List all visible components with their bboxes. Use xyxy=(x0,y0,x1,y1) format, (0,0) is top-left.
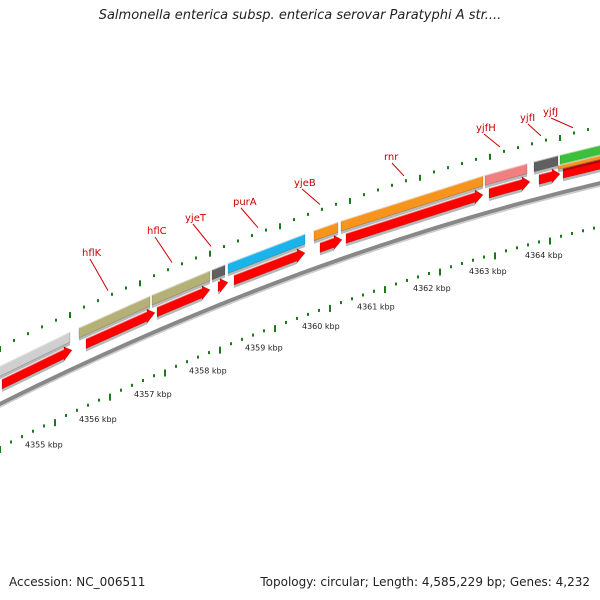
topology-label: Topology: circular; Length: 4,585,229 bp… xyxy=(260,575,590,589)
scale-label: 4364 kbp xyxy=(525,251,563,260)
gene-rnr-highlight xyxy=(340,175,484,222)
feature-arrow-shadow xyxy=(218,290,220,295)
gene-label-hflK: hflK xyxy=(82,248,102,259)
backbone-shadow xyxy=(0,185,600,408)
gene-strip-highlight xyxy=(557,154,600,167)
scale-label: 4357 kbp xyxy=(134,390,172,399)
feature-arrow xyxy=(562,158,600,179)
feature-arrow-highlight xyxy=(538,170,553,176)
scale-label: 4362 kbp xyxy=(413,284,451,293)
feature-arrow-shadow xyxy=(320,247,334,256)
leader-line-yjfH xyxy=(483,133,501,148)
gene-yjfH-highlight xyxy=(484,162,528,176)
leader-line-yjeT xyxy=(192,223,212,247)
gene-yjeB-highlight xyxy=(313,221,339,232)
feature-arrow-shadow xyxy=(489,188,522,202)
gene-yjfH-shadow xyxy=(485,173,527,189)
feature-arrow-shadow xyxy=(157,297,202,320)
feature-arrow xyxy=(85,308,156,350)
feature-arrow-highlight xyxy=(156,287,203,308)
scale-label: 4355 kbp xyxy=(25,441,63,450)
leader-line-hflC xyxy=(154,236,173,263)
leader-line-yjeB xyxy=(301,188,321,205)
gene-label-hflC: hflC xyxy=(147,226,167,237)
gene-strip-shadow xyxy=(558,159,600,173)
gene-yjfI-highlight xyxy=(533,154,559,163)
gene-yjfI-shadow xyxy=(534,165,558,175)
feature-arrow-highlight xyxy=(345,191,476,235)
gene-label-purA: purA xyxy=(233,197,257,208)
feature-arrow-highlight xyxy=(217,279,221,283)
feature-arrow xyxy=(233,248,306,286)
scale-label: 4356 kbp xyxy=(79,415,117,424)
feature-arrow xyxy=(538,168,561,185)
leader-line-rnr xyxy=(391,162,405,177)
scale-label: 4360 kbp xyxy=(302,322,340,331)
gene-label-yjeT: yjeT xyxy=(185,213,207,224)
scale-label: 4363 kbp xyxy=(469,267,507,276)
feature-arrow-highlight xyxy=(1,348,65,380)
feature-arrow-highlight xyxy=(488,178,523,189)
leader-line-hflK xyxy=(89,258,109,291)
feature-arrow-shadow xyxy=(346,202,475,247)
gene-unlabeled-highlight xyxy=(0,331,71,367)
leader-line-purA xyxy=(240,207,259,228)
gene-hflK-highlight xyxy=(78,295,151,329)
gene-label-yjeB: yjeB xyxy=(294,178,316,189)
gene-purA-highlight xyxy=(227,233,306,265)
gene-unlabeled-shadow xyxy=(0,342,70,380)
gene-label-yjfI: yjfI xyxy=(520,113,535,124)
scale-label: 4358 kbp xyxy=(189,366,227,375)
feature-arrow-shadow xyxy=(86,321,147,352)
gene-hflK-shadow xyxy=(79,305,150,341)
backbone-line xyxy=(0,181,600,407)
feature-arrow-highlight xyxy=(233,250,298,276)
scale-label: 4361 kbp xyxy=(357,303,395,312)
gene-label-yjfH: yjfH xyxy=(476,123,496,134)
gene-hflC-highlight xyxy=(151,270,211,296)
feature-arrow-highlight xyxy=(319,236,335,244)
feature-arrow xyxy=(345,189,484,244)
feature-arrow-shadow xyxy=(539,181,552,188)
feature-arrow xyxy=(217,278,229,294)
gene-yjeT-highlight xyxy=(211,263,226,271)
leader-line-yjfI xyxy=(527,123,542,137)
feature-arrow xyxy=(488,176,531,199)
leader-line-yjfJ xyxy=(550,117,574,129)
gene-purA-shadow xyxy=(228,243,305,277)
feature-arrow-shadow xyxy=(234,260,297,289)
accession-label: Accession: NC_006511 xyxy=(9,575,146,589)
feature-arrow xyxy=(1,346,73,390)
feature-arrow xyxy=(319,235,343,253)
feature-arrow-shadow xyxy=(563,169,600,182)
map-title: Salmonella enterica subsp. enterica sero… xyxy=(98,8,502,23)
scale-label: 4359 kbp xyxy=(245,344,283,353)
feature-arrow-highlight xyxy=(85,310,148,340)
gene-hflC-shadow xyxy=(152,280,210,309)
gene-label-rnr: rnr xyxy=(384,152,399,163)
gene-yjeB-shadow xyxy=(314,232,338,244)
gene-yjfJ-highlight xyxy=(559,144,600,156)
feature-arrow-shadow xyxy=(2,358,64,393)
gene-label-yjfJ: yjfJ xyxy=(543,107,558,118)
gene-yjeT-shadow xyxy=(212,274,225,283)
gene-rnr-shadow xyxy=(341,185,483,235)
feature-arrow xyxy=(156,285,211,318)
